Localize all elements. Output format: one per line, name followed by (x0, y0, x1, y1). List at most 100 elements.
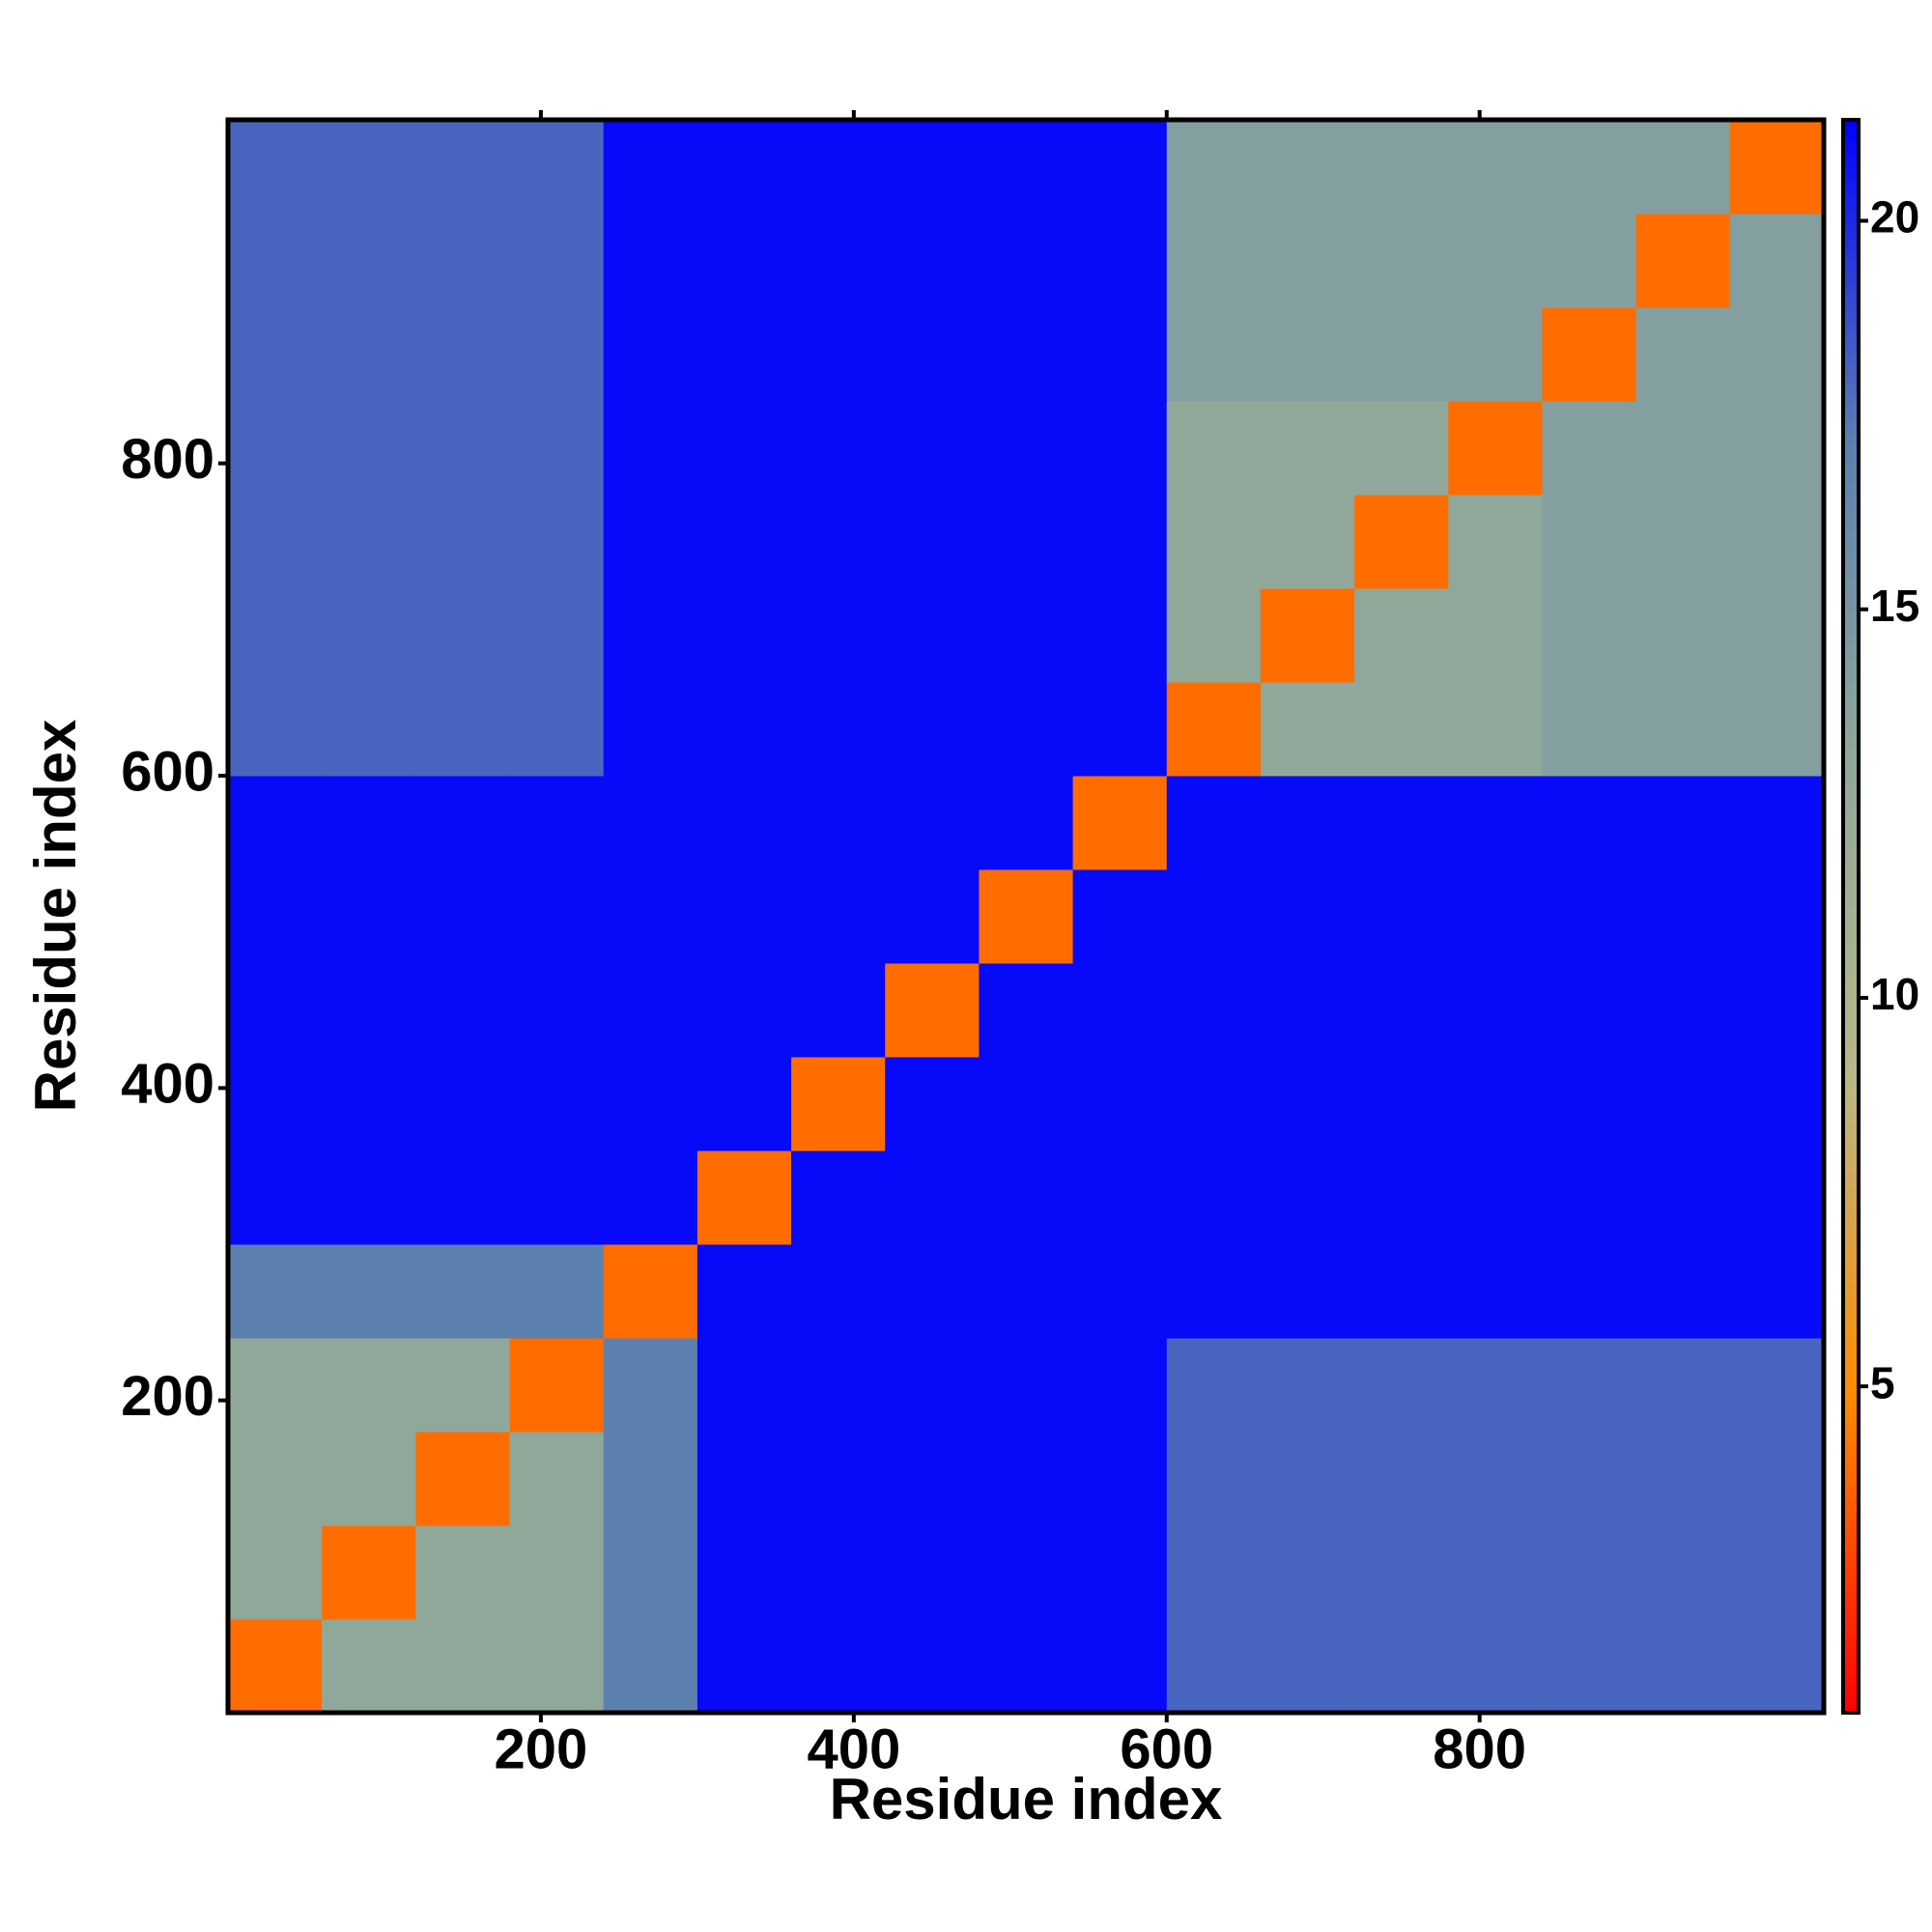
heat-cell (791, 682, 886, 777)
heat-cell (415, 963, 511, 1058)
heat-cell (603, 1151, 698, 1245)
heat-cell (979, 1244, 1074, 1339)
heat-cell (603, 1619, 698, 1714)
heat-cell (885, 963, 980, 1058)
heat-cell (1448, 963, 1543, 1058)
heat-cell (603, 682, 698, 777)
heat-cell (322, 1151, 416, 1245)
heat-cell (1072, 1244, 1168, 1339)
heat-cell (228, 682, 323, 777)
heat-cell (415, 307, 511, 402)
heat-cell (1354, 682, 1449, 777)
heat-cell (1166, 401, 1262, 496)
heat-cell (1166, 1525, 1262, 1620)
heat-cell (979, 307, 1074, 402)
heat-cell (1635, 869, 1731, 964)
heat-cell (415, 1151, 511, 1245)
heat-cell (1260, 213, 1355, 308)
heat-cell (1729, 1525, 1825, 1620)
heat-cell (1072, 963, 1168, 1058)
heat-cell (509, 588, 605, 683)
heat-cell (1729, 1619, 1825, 1714)
heat-cell (1166, 1244, 1262, 1339)
heat-cell (509, 682, 605, 777)
heat-cell (603, 776, 698, 870)
heat-cell (979, 120, 1074, 214)
heat-cell (1072, 869, 1168, 964)
heat-cell (415, 776, 511, 870)
heat-cell (1729, 213, 1825, 308)
heat-cell (885, 401, 980, 496)
heat-cell (696, 869, 792, 964)
heat-cell (1542, 963, 1637, 1058)
heat-cell (1260, 776, 1355, 870)
heat-cell (322, 588, 416, 683)
colorbar-tick-label: 10 (1870, 969, 1919, 1019)
heat-cell (979, 1525, 1074, 1620)
heat-cell (322, 1338, 416, 1433)
heat-cell (603, 213, 698, 308)
heat-cell (1448, 1244, 1543, 1339)
heat-cell (322, 213, 416, 308)
heat-cell (603, 307, 698, 402)
heat-cell (1260, 963, 1355, 1058)
heat-cell (1448, 1432, 1543, 1526)
heat-cell (791, 869, 886, 964)
heat-cell (603, 1057, 698, 1151)
heat-cell (1448, 682, 1543, 777)
heat-cell (228, 1525, 323, 1620)
heat-cell (509, 307, 605, 402)
heat-cell (696, 588, 792, 683)
heat-cell (322, 963, 416, 1058)
heat-cell (979, 588, 1074, 683)
heat-cell (322, 495, 416, 589)
heat-cell (1448, 1057, 1543, 1151)
heat-cell (1260, 682, 1355, 777)
heat-cell (1072, 776, 1168, 870)
heat-cell (1354, 869, 1449, 964)
heat-cell (509, 963, 605, 1058)
heat-cell (1072, 682, 1168, 777)
heat-cell (696, 1244, 792, 1339)
heat-cell (603, 401, 698, 496)
heat-cell (1166, 1432, 1262, 1526)
heat-cell (885, 1619, 980, 1714)
heat-cell (1072, 1338, 1168, 1433)
heat-cell (1448, 213, 1543, 308)
heat-cell (696, 682, 792, 777)
heat-cell (1635, 1619, 1731, 1714)
heat-cell (415, 1619, 511, 1714)
heat-cell (791, 776, 886, 870)
heat-cell (1166, 1338, 1262, 1433)
heat-cell (509, 495, 605, 589)
heat-cell (979, 401, 1074, 496)
heat-cell (1729, 1057, 1825, 1151)
heat-cell (1729, 495, 1825, 589)
heat-cell (1448, 120, 1543, 214)
heat-cell (1448, 1619, 1543, 1714)
heat-cell (322, 401, 416, 496)
heat-cell (603, 1338, 698, 1433)
heat-cell (696, 1432, 792, 1526)
heat-cell (885, 307, 980, 402)
y-tick-label: 600 (121, 740, 214, 803)
heat-cell (228, 401, 323, 496)
heat-cell (603, 1244, 698, 1339)
heat-cell (1260, 1244, 1355, 1339)
heat-cell (228, 307, 323, 402)
heat-cell (1729, 776, 1825, 870)
heat-cell (791, 401, 886, 496)
heat-cell (1260, 1057, 1355, 1151)
heat-cell (1542, 1338, 1637, 1433)
heat-cell (1729, 1151, 1825, 1245)
heat-cell (791, 1432, 886, 1526)
heat-cell (696, 1619, 792, 1714)
heat-cell (1354, 495, 1449, 589)
heat-cell (1260, 1151, 1355, 1245)
heat-cell (509, 1244, 605, 1339)
heat-cell (1542, 776, 1637, 870)
heat-cell (603, 1432, 698, 1526)
heat-cell (696, 963, 792, 1058)
heat-cell (228, 1244, 323, 1339)
heat-cell (1542, 1432, 1637, 1526)
